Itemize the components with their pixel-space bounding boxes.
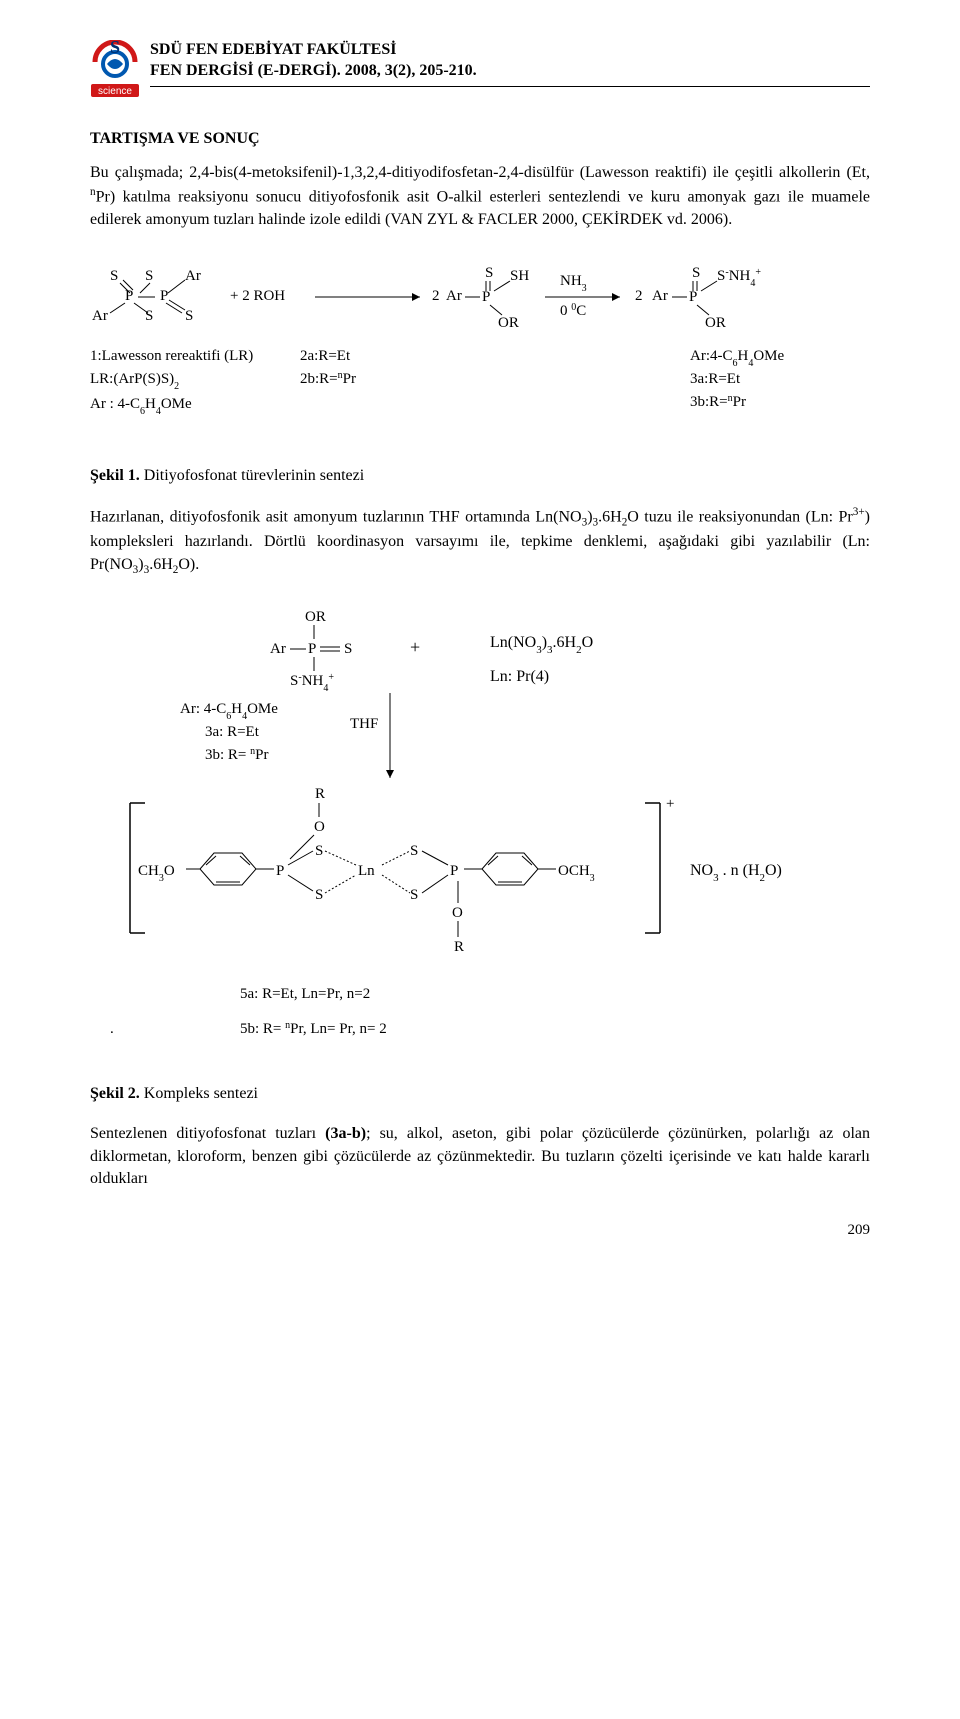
para1-b: Pr) katılma reaksiyonu sonucu ditiyofosf… bbox=[90, 188, 870, 227]
svg-text:Ar: Ar bbox=[92, 308, 108, 324]
svg-text:THF: THF bbox=[350, 716, 378, 732]
svg-text:3b: R= nPr: 3b: R= nPr bbox=[205, 745, 268, 763]
svg-text:S: S bbox=[145, 268, 153, 284]
caption1-b: Ditiyofosfonat türevlerinin sentezi bbox=[140, 467, 364, 484]
caption-2: Şekil 2. Kompleks sentezi bbox=[90, 1083, 870, 1105]
svg-text:3b:R=nPr: 3b:R=nPr bbox=[690, 392, 746, 410]
svg-text:OR: OR bbox=[705, 315, 726, 331]
svg-text:S-NH4+: S-NH4+ bbox=[290, 671, 334, 693]
svg-text:0 0C: 0 0C bbox=[560, 301, 586, 319]
svg-text:Ar: Ar bbox=[446, 288, 462, 304]
scheme-2: OR Ar P S S-NH4+ + Ln(NO3)3.6H2O Ln: Pr(… bbox=[90, 603, 870, 1073]
header-line1: SDÜ FEN EDEBİYAT FAKÜLTESİ bbox=[150, 40, 870, 61]
caption2-b: Kompleks sentezi bbox=[140, 1085, 258, 1102]
svg-text:Ar: Ar bbox=[652, 288, 668, 304]
svg-text:Ar: Ar bbox=[185, 268, 201, 284]
reagent-text: + 2 ROH bbox=[230, 288, 285, 304]
svg-text:S: S bbox=[692, 265, 700, 281]
p2sup: 3+ bbox=[853, 506, 865, 518]
svg-text:S: S bbox=[315, 843, 323, 859]
svg-text:P: P bbox=[125, 288, 133, 304]
para1-a: Bu çalışmada; 2,4-bis(4-metoksifenil)-1,… bbox=[90, 164, 870, 181]
svg-text:OR: OR bbox=[305, 609, 326, 625]
svg-text:OR: OR bbox=[498, 315, 519, 331]
p3b: (3a-b) bbox=[325, 1125, 366, 1142]
caption2-a: Şekil 2. bbox=[90, 1085, 140, 1102]
svg-text:R: R bbox=[454, 939, 464, 955]
svg-text:S: S bbox=[110, 268, 118, 284]
svg-text:science: science bbox=[98, 86, 132, 97]
svg-text:S: S bbox=[145, 308, 153, 324]
svg-text:S: S bbox=[185, 308, 193, 324]
svg-text:Ln: Ln bbox=[358, 863, 375, 879]
svg-text:S: S bbox=[110, 40, 120, 57]
svg-text:S: S bbox=[315, 887, 323, 903]
paragraph-3: Sentezlenen ditiyofosfonat tuzları (3a-b… bbox=[90, 1123, 870, 1190]
header-line2: FEN DERGİSİ (E-DERGİ). 2008, 3(2), 205-2… bbox=[150, 61, 870, 82]
svg-text:2: 2 bbox=[635, 288, 643, 304]
caption1-a: Şekil 1. bbox=[90, 467, 140, 484]
caption-1: Şekil 1. Ditiyofosfonat türevlerinin sen… bbox=[90, 465, 870, 487]
page-header: S science SDÜ FEN EDEBİYAT FAKÜLTESİ FEN… bbox=[90, 40, 870, 100]
svg-text:3a: R=Et: 3a: R=Et bbox=[205, 724, 260, 740]
p2c: .6H bbox=[598, 509, 622, 526]
journal-logo-icon: S science bbox=[90, 40, 140, 100]
page-number: 209 bbox=[90, 1220, 870, 1241]
svg-text:CH3O: CH3O bbox=[138, 863, 175, 884]
svg-text:O: O bbox=[452, 905, 463, 921]
p2h: O). bbox=[178, 556, 199, 573]
paragraph-1: Bu çalışmada; 2,4-bis(4-metoksifenil)-1,… bbox=[90, 162, 870, 231]
s1-left-l1: 1:Lawesson rereaktifi (LR) bbox=[90, 348, 253, 364]
svg-text:P: P bbox=[689, 289, 697, 305]
svg-text:O: O bbox=[314, 819, 325, 835]
svg-text:2a:R=Et: 2a:R=Et bbox=[300, 348, 351, 364]
svg-text:+: + bbox=[410, 637, 420, 657]
svg-text:P: P bbox=[160, 288, 168, 304]
header-text: SDÜ FEN EDEBİYAT FAKÜLTESİ FEN DERGİSİ (… bbox=[150, 40, 870, 87]
svg-text:2: 2 bbox=[432, 288, 440, 304]
paragraph-2: Hazırlanan, ditiyofosfonik asit amonyum … bbox=[90, 505, 870, 578]
svg-text:Ar: 4-C6H4OMe: Ar: 4-C6H4OMe bbox=[180, 701, 278, 722]
svg-text:P: P bbox=[482, 289, 490, 305]
svg-text:NH3: NH3 bbox=[560, 273, 587, 294]
p2g: .6H bbox=[149, 556, 173, 573]
svg-text:+: + bbox=[666, 796, 674, 812]
svg-text:S: S bbox=[485, 265, 493, 281]
svg-text:P: P bbox=[450, 863, 458, 879]
svg-text:3a:R=Et: 3a:R=Et bbox=[690, 371, 741, 387]
svg-text:Ln: Pr(4): Ln: Pr(4) bbox=[490, 668, 549, 685]
svg-text:Ar:4-C6H4OMe: Ar:4-C6H4OMe bbox=[690, 348, 785, 369]
svg-text:R: R bbox=[315, 786, 325, 802]
scheme-1: S S Ar P P Ar S S + 2 ROH 2 Ar bbox=[90, 255, 870, 455]
p2a: Hazırlanan, ditiyofosfonik asit amonyum … bbox=[90, 509, 582, 526]
p2d: O tuzu ile reaksiyonundan (Ln: Pr bbox=[627, 509, 852, 526]
svg-text:.: . bbox=[110, 1021, 114, 1037]
section-title: TARTIŞMA VE SONUÇ bbox=[90, 128, 870, 150]
svg-text:Ln(NO3)3.6H2O: Ln(NO3)3.6H2O bbox=[490, 634, 593, 656]
svg-text:LR:(ArP(S)S)2: LR:(ArP(S)S)2 bbox=[90, 371, 179, 392]
svg-text:NO3 . n (H2O): NO3 . n (H2O) bbox=[690, 862, 782, 884]
svg-text:P: P bbox=[308, 641, 316, 657]
svg-text:S: S bbox=[344, 641, 352, 657]
svg-text:Ar: Ar bbox=[270, 641, 286, 657]
svg-text:5a: R=Et, Ln=Pr, n=2: 5a: R=Et, Ln=Pr, n=2 bbox=[240, 986, 370, 1002]
svg-text:P: P bbox=[276, 863, 284, 879]
svg-text:S-NH4+: S-NH4+ bbox=[717, 266, 761, 288]
svg-text:Ar : 4-C6H4OMe: Ar : 4-C6H4OMe bbox=[90, 396, 192, 417]
svg-text:S: S bbox=[410, 843, 418, 859]
svg-text:OCH3: OCH3 bbox=[558, 863, 595, 884]
svg-text:2b:R=nPr: 2b:R=nPr bbox=[300, 369, 356, 387]
svg-text:5b: R= nPr, Ln= Pr, n= 2: 5b: R= nPr, Ln= Pr, n= 2 bbox=[240, 1019, 387, 1037]
p3a: Sentezlenen ditiyofosfonat tuzları bbox=[90, 1125, 325, 1142]
svg-text:S: S bbox=[410, 887, 418, 903]
svg-text:SH: SH bbox=[510, 268, 529, 284]
